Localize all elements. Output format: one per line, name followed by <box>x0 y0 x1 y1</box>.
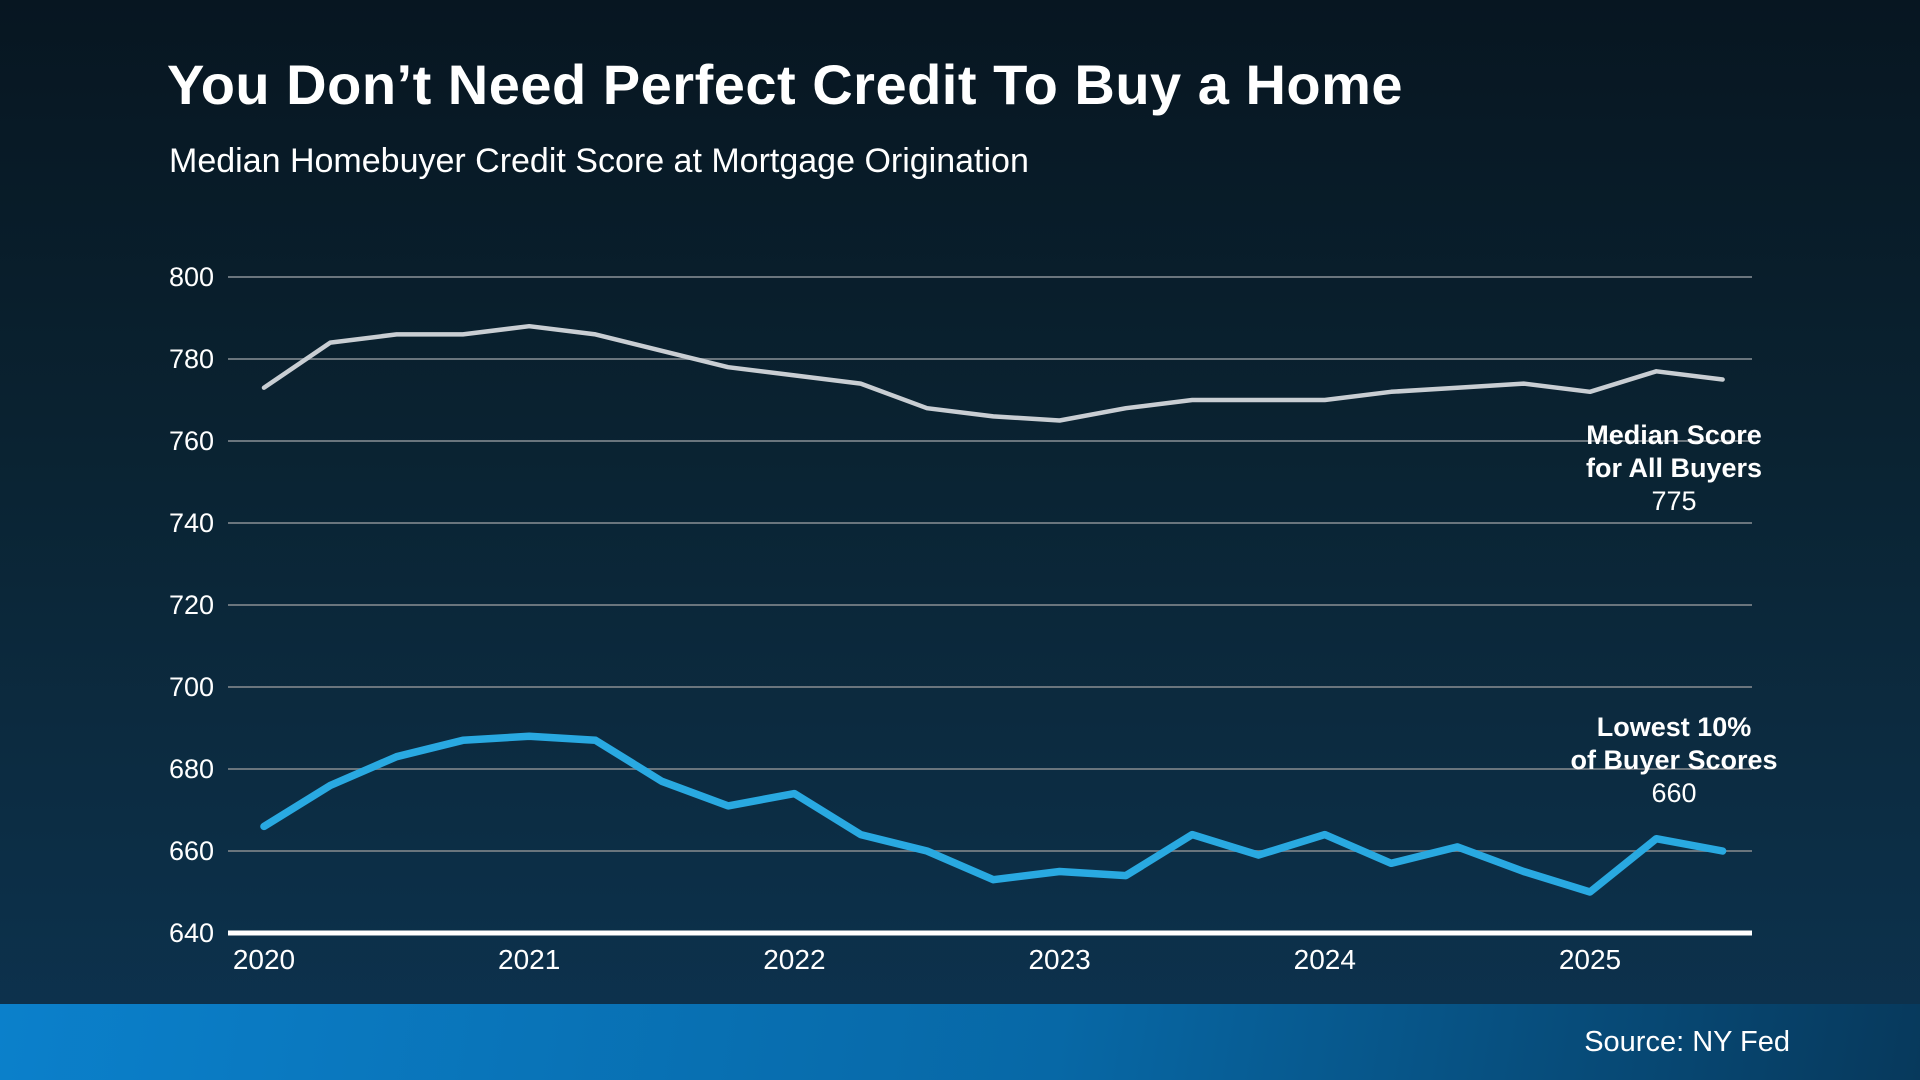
page-subtitle: Median Homebuyer Credit Score at Mortgag… <box>169 142 1029 180</box>
source-credit: Source: NY Fed <box>1584 1026 1790 1058</box>
lowest-10pct-value: 660 <box>1651 778 1697 808</box>
y-tick-label-780: 780 <box>168 344 214 374</box>
x-tick-label-2023: 2023 <box>1028 944 1091 975</box>
y-tick-label-800: 800 <box>168 262 214 292</box>
lowest-10pct-annotation: Lowest 10% of Buyer Scores 660 <box>1514 711 1834 810</box>
y-tick-label-680: 680 <box>168 754 214 784</box>
x-tick-label-2024: 2024 <box>1293 944 1356 975</box>
median-score-line <box>261 323 1725 423</box>
median-score-value: 775 <box>1651 486 1697 516</box>
lowest-10pct-label-line1: Lowest 10% <box>1596 712 1752 742</box>
footer-bar: Source: NY Fed <box>0 1004 1920 1080</box>
lowest-10pct-label-line2: of Buyer Scores <box>1570 745 1778 775</box>
y-tick-label-700: 700 <box>168 672 214 702</box>
median-score-label-line1: Median Score <box>1586 420 1762 450</box>
y-tick-label-740: 740 <box>168 508 214 538</box>
page-title: You Don’t Need Perfect Credit To Buy a H… <box>167 53 1404 116</box>
y-tick-label-640: 640 <box>168 918 214 948</box>
x-tick-label-2020: 2020 <box>232 944 296 975</box>
x-tick-label-2025: 2025 <box>1558 944 1622 975</box>
y-tick-label-720: 720 <box>168 590 214 620</box>
median-score-label-line2: for All Buyers <box>1585 453 1763 483</box>
x-tick-label-2021: 2021 <box>498 944 561 975</box>
y-tick-label-760: 760 <box>168 426 214 456</box>
x-tick-label-2022: 2022 <box>763 944 826 975</box>
median-score-annotation: Median Score for All Buyers 775 <box>1514 419 1834 518</box>
y-tick-label-660: 660 <box>168 836 214 866</box>
lowest-10pct-line <box>260 732 1727 896</box>
